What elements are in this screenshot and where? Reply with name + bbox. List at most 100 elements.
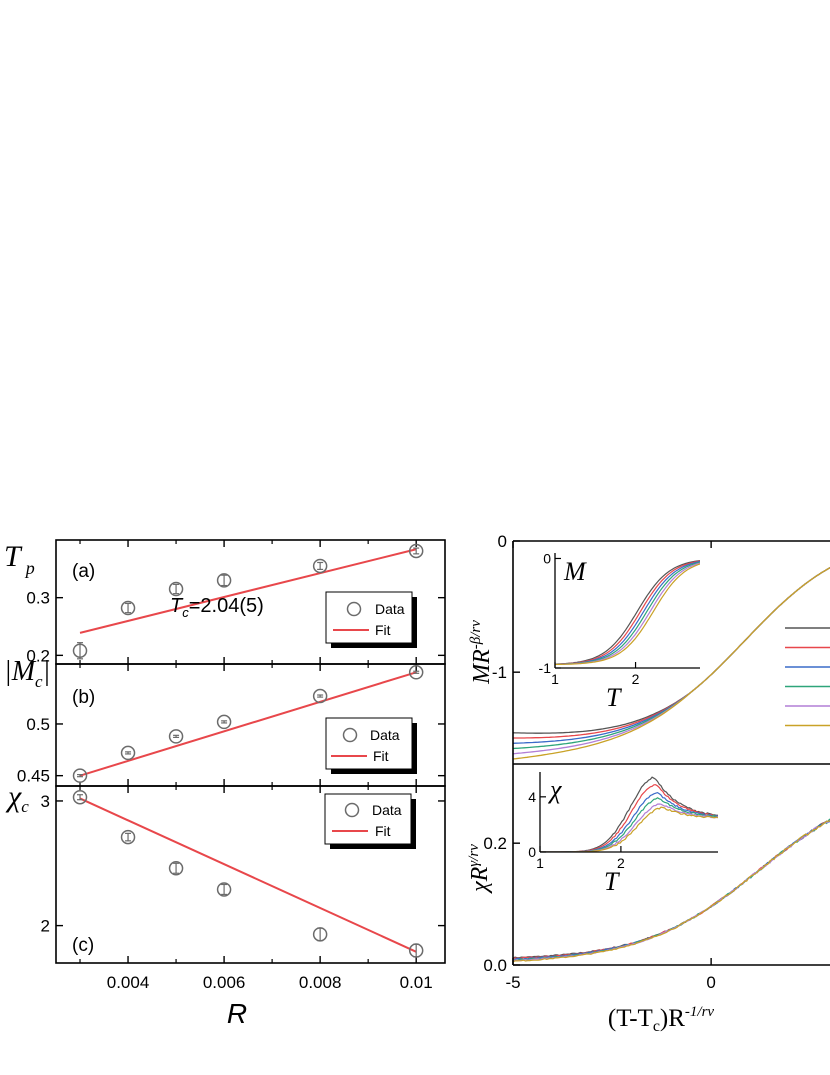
panel-c-legend: Data Fit bbox=[324, 793, 416, 849]
panel-b: 0.45 0.5 (b) |Mc| Data Fit bbox=[4, 656, 446, 787]
data-point bbox=[408, 665, 424, 680]
panel-b-legend-box bbox=[325, 717, 413, 770]
panel-a-label: (a) bbox=[72, 561, 95, 582]
data-point bbox=[120, 745, 136, 761]
panel-b-legend: Data Fit bbox=[325, 717, 417, 774]
panel-a-ticks: 0.2 0.3 bbox=[26, 540, 445, 665]
panel-d-inset-background bbox=[555, 553, 700, 668]
panel-c-legend-fit-label: Fit bbox=[375, 823, 391, 839]
data-point bbox=[312, 558, 328, 574]
panel-a-legend-data-marker bbox=[346, 601, 362, 617]
panel-b-label: (b) bbox=[72, 687, 95, 708]
fit-line bbox=[79, 671, 417, 777]
panel-e-inset-background bbox=[540, 772, 718, 852]
y-tick-label: 0.45 bbox=[17, 767, 50, 786]
x-tick-label: 0.01 bbox=[400, 973, 433, 992]
x-tick-label: 0.004 bbox=[107, 973, 150, 992]
data-point bbox=[216, 882, 232, 897]
panel-e-ticks: 0.0 0.2 -5 0 bbox=[483, 834, 716, 992]
panel-a-data-points bbox=[72, 543, 424, 660]
inset-curve bbox=[555, 563, 700, 666]
panel-d-ylabel: MR-β/rν bbox=[468, 620, 495, 685]
panel-d: -1 0 MR-β/rν 1 2 -1 0 M T bbox=[468, 532, 830, 764]
y-tick-label: -1 bbox=[492, 663, 507, 682]
panel-d-inset-ticks: 1 2 -1 0 bbox=[539, 550, 640, 687]
data-point bbox=[216, 573, 232, 588]
panel-a-tc-annotation: Tc=2.04(5) bbox=[170, 595, 264, 620]
panel-c-label: (c) bbox=[72, 935, 94, 956]
data-point bbox=[168, 729, 184, 744]
panel-a-legend: Data Fit bbox=[325, 591, 417, 648]
y-tick-label: 0.0 bbox=[483, 956, 507, 975]
y-tick-label: 0.5 bbox=[26, 715, 50, 734]
x-tick-label: -5 bbox=[505, 973, 520, 992]
inset-curve bbox=[540, 803, 718, 852]
y-tick-label: 3 bbox=[41, 792, 50, 811]
y-tick-label: 0.2 bbox=[483, 834, 507, 853]
inset-x-tick-label: 1 bbox=[536, 855, 544, 871]
data-point bbox=[120, 829, 136, 845]
panel-c: 0.004 0.006 0.008 0.01 2 3 (c) χc R Data Fit bbox=[5, 780, 446, 1029]
panel-e-curves bbox=[513, 818, 830, 963]
scaling-curve bbox=[513, 820, 830, 963]
data-point bbox=[216, 714, 232, 730]
data-point bbox=[168, 861, 184, 876]
data-point bbox=[72, 643, 88, 658]
panel-a-legend-fit-label: Fit bbox=[375, 622, 391, 638]
panel-e: 0.0 0.2 -5 0 χRγ/rν (T-Tc)R-1/rν 1 2 0 4 χ T bbox=[466, 763, 830, 1035]
panel-e-inset-ylabel: χ bbox=[547, 775, 562, 804]
panel-c-legend-box bbox=[324, 793, 412, 845]
panel-d-inset-ylabel: M bbox=[563, 557, 587, 586]
y-tick-label: 0 bbox=[498, 532, 507, 551]
inset-x-tick-label: 2 bbox=[617, 855, 625, 871]
panel-e-inset: 1 2 0 4 χ T bbox=[528, 772, 718, 896]
panel-c-xlabel: R bbox=[227, 998, 247, 1029]
panel-d-inset: 1 2 -1 0 M T bbox=[539, 550, 700, 712]
scaling-curve bbox=[513, 566, 830, 760]
panel-c-ylabel: χc bbox=[5, 780, 29, 816]
data-point bbox=[408, 943, 424, 958]
panel-c-ticks: 0.004 0.006 0.008 0.01 2 3 bbox=[41, 786, 445, 992]
data-point bbox=[120, 600, 136, 616]
data-point bbox=[72, 789, 88, 805]
inset-y-tick-label: 4 bbox=[528, 789, 536, 805]
panel-d-legend-swatches bbox=[785, 627, 830, 727]
y-tick-label: 0.3 bbox=[26, 589, 50, 608]
panel-c-data-points bbox=[72, 789, 424, 958]
panel-c-legend-data-marker bbox=[344, 802, 360, 818]
panel-e-xlabel: (T-Tc)R-1/rν bbox=[608, 1004, 715, 1035]
panel-a-legend-box bbox=[325, 591, 413, 644]
panel-b-ticks: 0.45 0.5 bbox=[17, 664, 445, 786]
inset-x-tick-label: 1 bbox=[551, 671, 559, 687]
panel-b-data-points bbox=[72, 665, 424, 783]
y-tick-label: 2 bbox=[41, 917, 50, 936]
data-point bbox=[312, 927, 328, 942]
data-point bbox=[312, 688, 328, 704]
panel-b-legend-fit-label: Fit bbox=[373, 748, 389, 764]
panel-e-inset-xlabel: T bbox=[604, 867, 620, 896]
inset-y-tick-label: -1 bbox=[539, 660, 552, 676]
panel-c-frame bbox=[55, 785, 446, 964]
inset-y-tick-label: 0 bbox=[528, 844, 536, 860]
panel-e-inset-ticks: 1 2 0 4 bbox=[528, 789, 625, 871]
panel-b-fit-line bbox=[79, 671, 417, 777]
panel-b-ylabel: |Mc| bbox=[4, 656, 50, 691]
data-point bbox=[168, 581, 184, 597]
y-tick-label: 0.2 bbox=[26, 646, 50, 665]
panel-c-fit-line bbox=[79, 797, 417, 953]
panel-b-legend-data-label: Data bbox=[370, 727, 400, 743]
fit-line bbox=[79, 548, 417, 634]
panel-d-inset-curves bbox=[555, 560, 700, 666]
fit-line bbox=[79, 797, 417, 953]
x-tick-label: 0 bbox=[706, 973, 715, 992]
panel-d-inset-xlabel: T bbox=[606, 683, 622, 712]
data-point bbox=[408, 543, 424, 559]
panel-a-fit-line bbox=[79, 548, 417, 634]
panel-c-legend-data-label: Data bbox=[372, 802, 402, 818]
inset-curve bbox=[540, 806, 718, 852]
panel-d-ticks: -1 0 bbox=[492, 532, 712, 682]
panel-d-curves bbox=[513, 566, 830, 760]
